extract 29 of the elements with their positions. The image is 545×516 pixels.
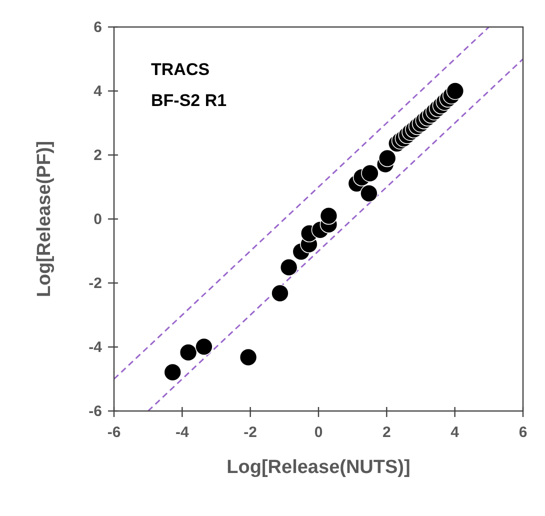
- point: [179, 344, 198, 362]
- y-tick-label: 6: [94, 19, 102, 36]
- x-tick-label: 0: [314, 424, 323, 441]
- x-tick-label: -2: [244, 424, 258, 441]
- y-tick-label: 4: [94, 83, 103, 100]
- annotation: TRACS: [151, 60, 210, 79]
- y-tick-label: -6: [88, 403, 102, 420]
- y-tick-label: -4: [88, 339, 103, 356]
- x-tick-label: 6: [518, 424, 528, 441]
- annotation: BF-S2 R1: [151, 91, 227, 110]
- point: [239, 348, 258, 366]
- point: [378, 149, 396, 168]
- point: [164, 363, 182, 382]
- point: [195, 338, 213, 356]
- x-axis-title: Log[Release(NUTS)]: [226, 457, 410, 478]
- y-tick-label: 0: [94, 211, 102, 228]
- x-tick-label: 2: [382, 424, 391, 441]
- point: [360, 184, 378, 202]
- x-tick-label: -6: [107, 424, 121, 441]
- point: [280, 258, 298, 276]
- point: [271, 284, 289, 302]
- x-tick-label: 4: [450, 424, 460, 441]
- y-tick-label: -2: [88, 275, 102, 292]
- y-tick-label: 2: [94, 147, 102, 164]
- y-axis-title: Log[Release(PF)]: [34, 140, 55, 298]
- point: [361, 164, 379, 182]
- x-tick-label: -4: [175, 424, 190, 441]
- point: [320, 206, 338, 225]
- point: [446, 82, 464, 100]
